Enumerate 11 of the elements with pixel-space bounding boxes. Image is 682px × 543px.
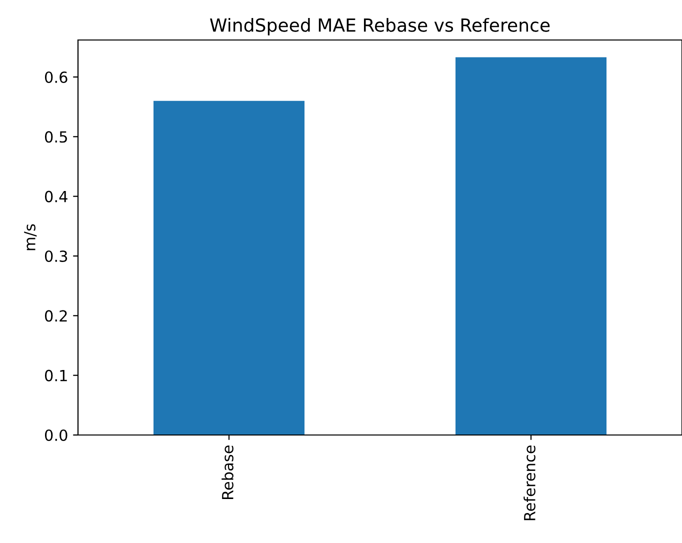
y-tick-label: 0.0 — [44, 429, 68, 442]
chart-title: WindSpeed MAE Rebase vs Reference — [210, 18, 550, 36]
y-tick-label: 0.4 — [44, 190, 68, 202]
y-tick-label: 0.6 — [44, 71, 68, 84]
y-tick-label: 0.1 — [44, 370, 67, 382]
y-axis-title: m/s — [24, 224, 37, 250]
x-tick-label: Rebase — [222, 446, 234, 499]
y-tick-label: 0.5 — [44, 131, 67, 143]
x-tick-label: Reference — [524, 446, 536, 520]
y-tick-label: 0.2 — [44, 310, 67, 322]
y-tick-label: 0.3 — [44, 250, 68, 262]
